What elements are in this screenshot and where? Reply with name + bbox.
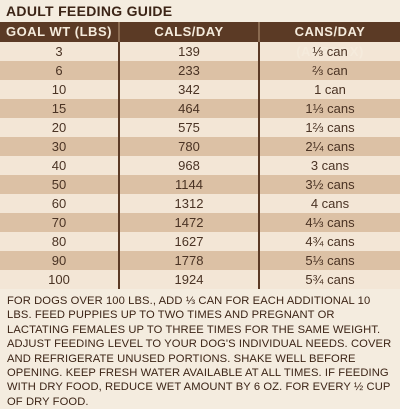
header-goal-weight: GOAL WT (LBS) bbox=[0, 22, 120, 42]
cans-cell: 1⅔ cans bbox=[305, 120, 355, 135]
table-row: 80 1627 4¾ cans bbox=[0, 232, 400, 251]
goal-weight-cell: 90 bbox=[0, 251, 120, 270]
table-row: 3 139 ⅓ can bbox=[0, 42, 400, 61]
table-header-row: GOAL WT (LBS) CALS/DAY CANS/DAY (APPROX) bbox=[0, 22, 400, 59]
cans-cell: 3½ cans bbox=[305, 177, 355, 192]
cans-cell: 5⅓ cans bbox=[305, 253, 355, 268]
cans-cell: ⅓ can bbox=[312, 44, 348, 59]
table-row: 40 968 3 cans bbox=[0, 156, 400, 175]
table-row: 60 1312 4 cans bbox=[0, 194, 400, 213]
goal-weight-cell: 6 bbox=[0, 61, 120, 80]
guide-title: ADULT FEEDING GUIDE bbox=[0, 0, 400, 22]
calories-cell: 1778 bbox=[120, 251, 260, 270]
table-row: 90 1778 5⅓ cans bbox=[0, 251, 400, 270]
header-calories: CALS/DAY bbox=[120, 22, 260, 42]
calories-cell: 233 bbox=[120, 61, 260, 80]
goal-weight-cell: 70 bbox=[0, 213, 120, 232]
table-row: 6 233 ⅔ can bbox=[0, 61, 400, 80]
table-row: 70 1472 4⅓ cans bbox=[0, 213, 400, 232]
calories-cell: 1144 bbox=[120, 175, 260, 194]
feeding-note: For dogs over 100 lbs., add ⅓ can for ea… bbox=[7, 295, 392, 408]
cans-cell: 5¾ cans bbox=[305, 272, 355, 287]
calories-cell: 968 bbox=[120, 156, 260, 175]
goal-weight-cell: 15 bbox=[0, 99, 120, 118]
calories-cell: 575 bbox=[120, 118, 260, 137]
goal-weight-cell: 40 bbox=[0, 156, 120, 175]
calories-cell: 1627 bbox=[120, 232, 260, 251]
cans-cell: 2¼ cans bbox=[305, 139, 355, 154]
goal-weight-cell: 80 bbox=[0, 232, 120, 251]
table-row: 50 1144 3½ cans bbox=[0, 175, 400, 194]
table-row: 20 575 1⅔ cans bbox=[0, 118, 400, 137]
table-row: 30 780 2¼ cans bbox=[0, 137, 400, 156]
cans-cell: 4¾ cans bbox=[305, 234, 355, 249]
cans-cell: 3 cans bbox=[310, 158, 350, 173]
goal-weight-cell: 50 bbox=[0, 175, 120, 194]
table-row: 15 464 1⅓ cans bbox=[0, 99, 400, 118]
calories-cell: 1924 bbox=[120, 270, 260, 289]
goal-weight-cell: 20 bbox=[0, 118, 120, 137]
cans-cell: 1⅓ cans bbox=[305, 101, 355, 116]
cans-cell: 4 cans bbox=[310, 196, 350, 211]
cans-cell: 4⅓ cans bbox=[305, 215, 355, 230]
header-cans: CANS/DAY (APPROX) bbox=[294, 24, 366, 59]
goal-weight-cell: 60 bbox=[0, 194, 120, 213]
feeding-table: GOAL WT (LBS) CALS/DAY CANS/DAY (APPROX)… bbox=[0, 22, 400, 289]
table-row: 100 1924 5¾ cans bbox=[0, 270, 400, 289]
calories-cell: 780 bbox=[120, 137, 260, 156]
table-body: 3 139 ⅓ can 6 233 ⅔ can 10 342 1 can 15 464 1⅓ cans… bbox=[0, 42, 400, 289]
cans-cell: ⅔ can bbox=[312, 63, 348, 78]
goal-weight-cell: 10 bbox=[0, 80, 120, 99]
calories-cell: 1472 bbox=[120, 213, 260, 232]
table-row: 10 342 1 can bbox=[0, 80, 400, 99]
cans-cell: 1 can bbox=[314, 82, 346, 97]
calories-cell: 139 bbox=[120, 42, 260, 61]
calories-cell: 1312 bbox=[120, 194, 260, 213]
calories-cell: 342 bbox=[120, 80, 260, 99]
goal-weight-cell: 100 bbox=[0, 270, 120, 289]
calories-cell: 464 bbox=[120, 99, 260, 118]
goal-weight-cell: 3 bbox=[0, 42, 120, 61]
goal-weight-cell: 30 bbox=[0, 137, 120, 156]
